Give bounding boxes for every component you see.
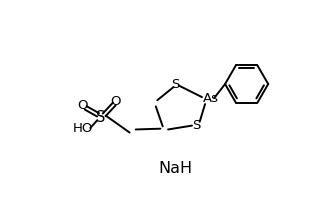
Text: S: S xyxy=(96,110,106,125)
Text: HO: HO xyxy=(72,122,93,135)
Text: As: As xyxy=(203,92,219,105)
Text: NaH: NaH xyxy=(158,161,192,176)
Text: O: O xyxy=(77,99,88,112)
Text: O: O xyxy=(111,95,121,108)
Text: S: S xyxy=(171,78,179,90)
Text: S: S xyxy=(191,119,200,132)
